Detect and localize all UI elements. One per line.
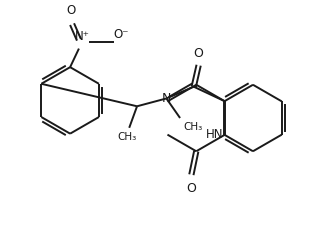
- Text: CH₃: CH₃: [183, 122, 202, 132]
- Text: O: O: [66, 4, 76, 17]
- Text: N⁺: N⁺: [75, 30, 89, 43]
- Text: O: O: [186, 182, 196, 195]
- Text: N: N: [162, 92, 171, 105]
- Text: O⁻: O⁻: [113, 28, 129, 41]
- Text: HN: HN: [206, 128, 223, 141]
- Text: O: O: [194, 47, 204, 60]
- Text: CH₃: CH₃: [118, 132, 137, 142]
